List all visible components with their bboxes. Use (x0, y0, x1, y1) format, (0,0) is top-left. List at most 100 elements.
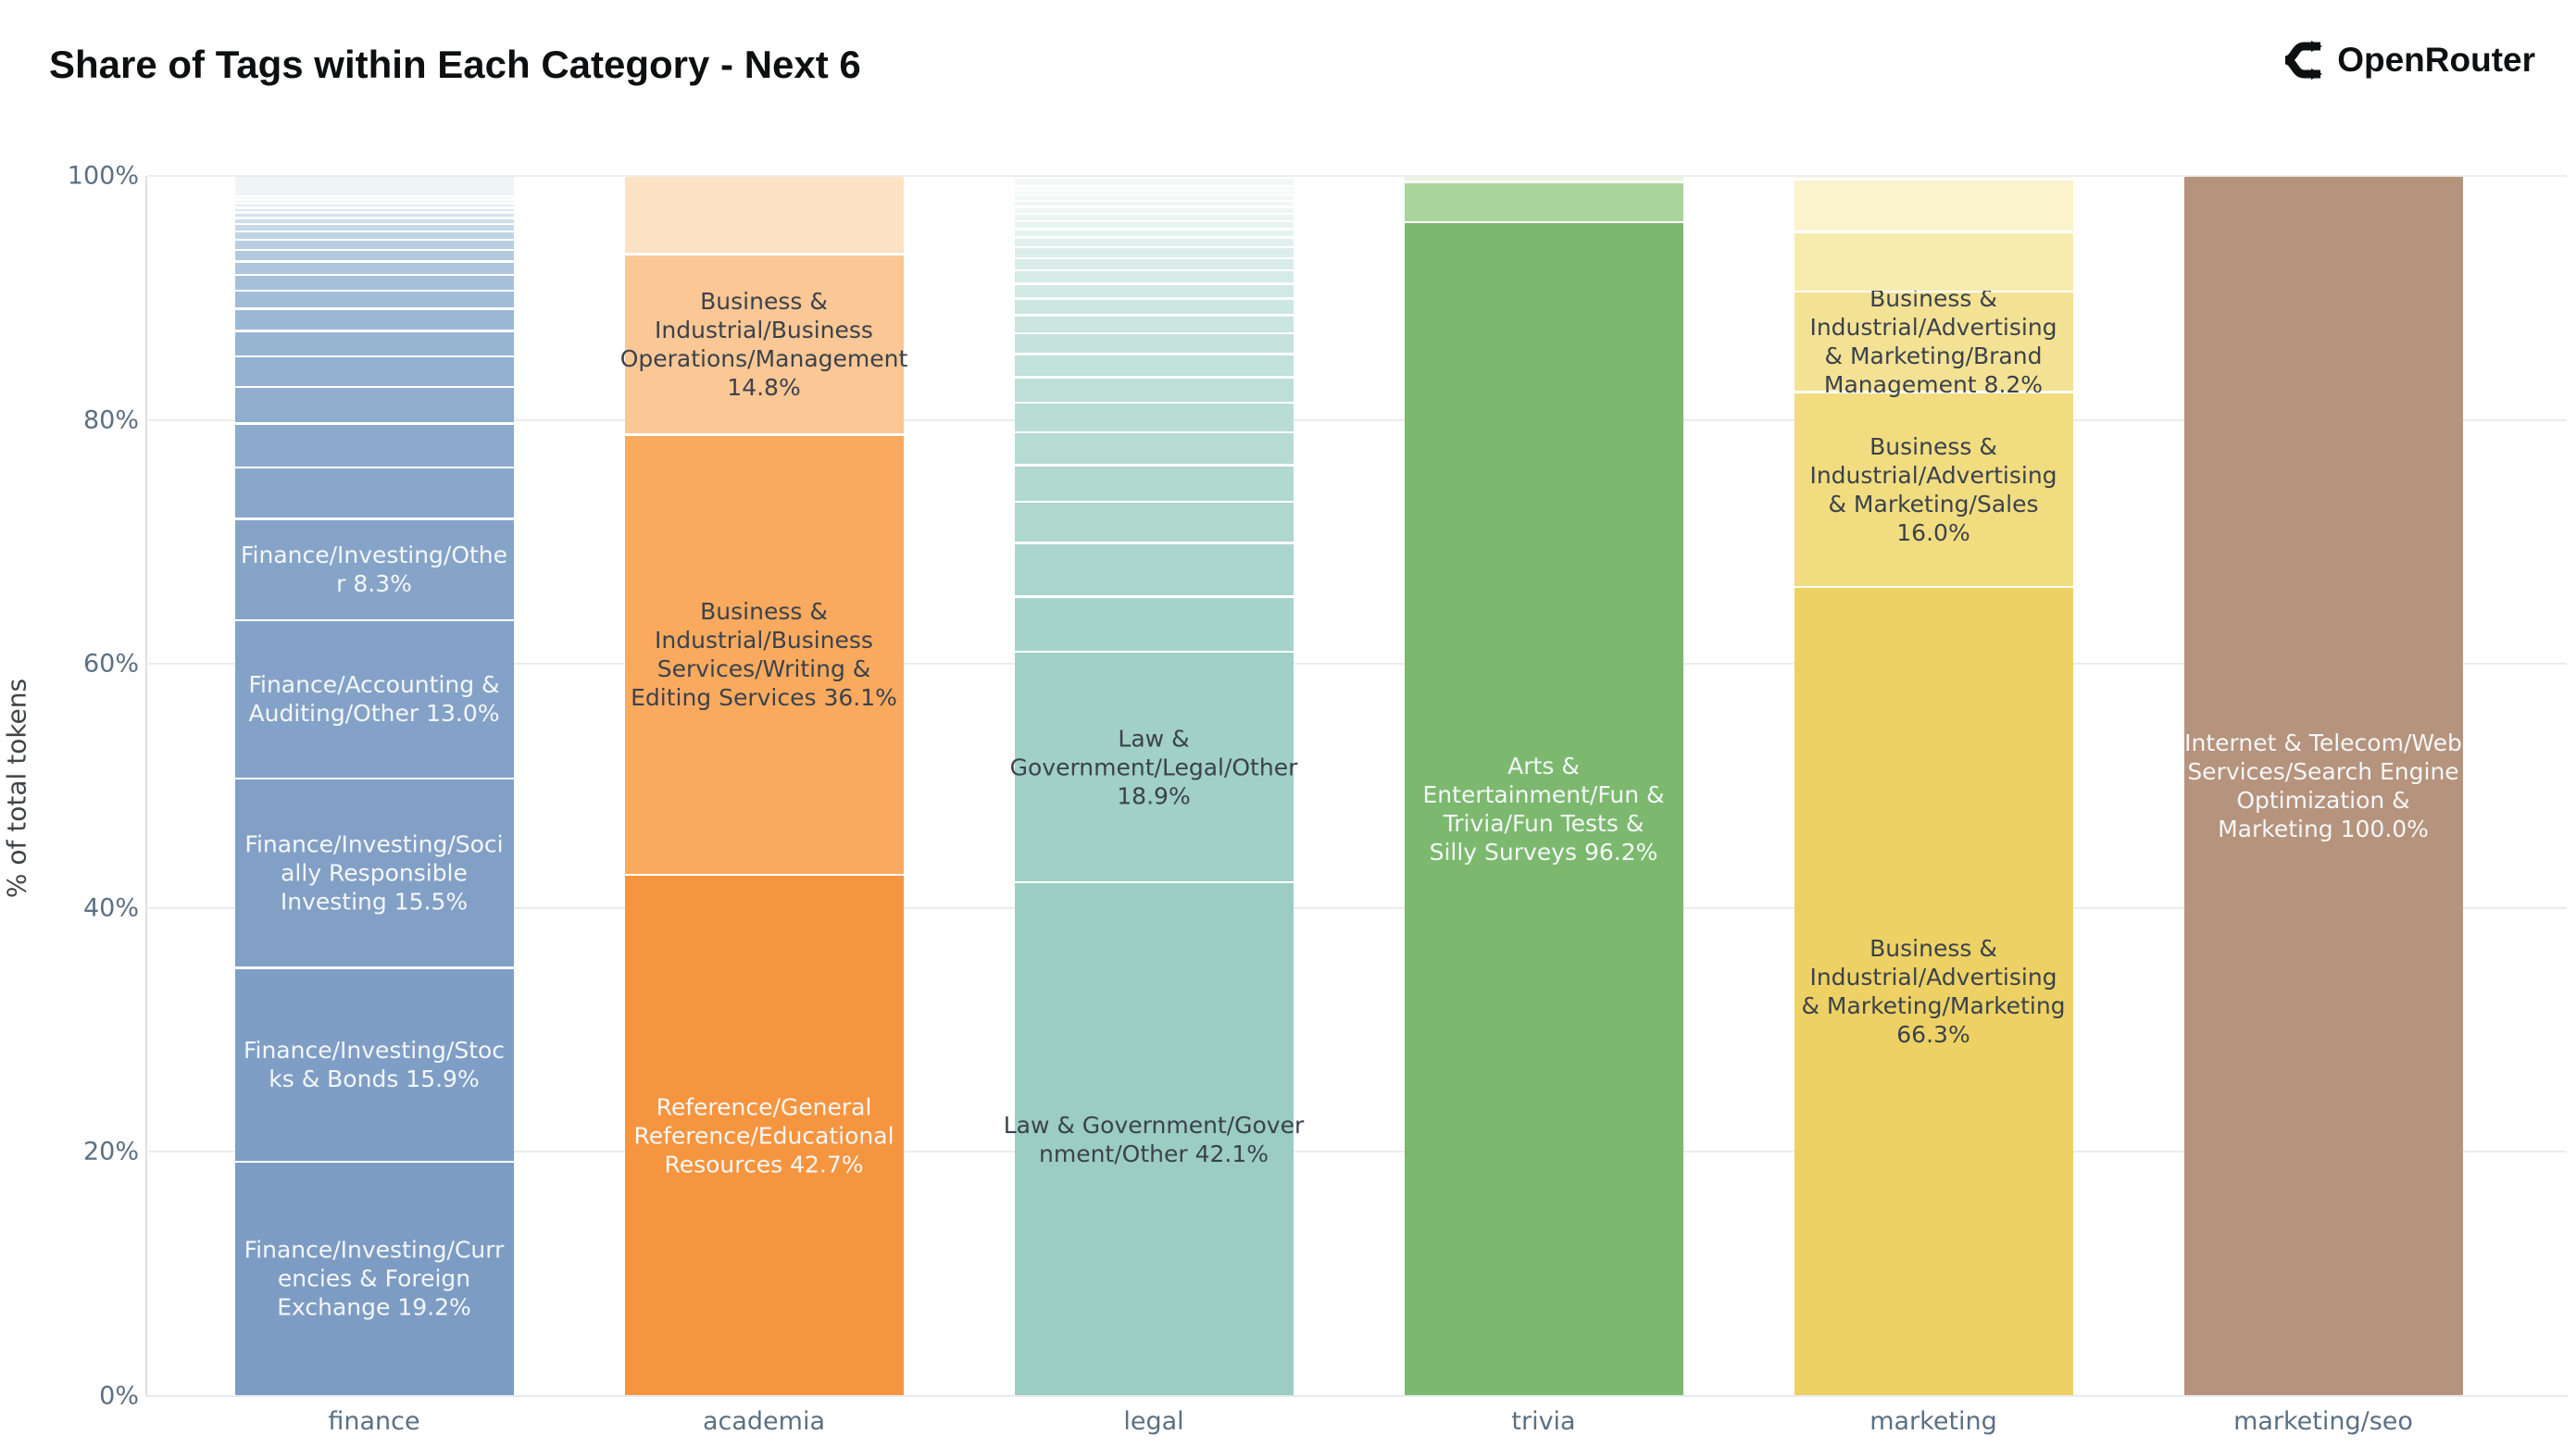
brand-logo: OpenRouter (2280, 41, 2535, 80)
bar-segment[interactable] (234, 292, 514, 308)
bar-finance[interactable]: Finance/Investing/Curr encies & Foreign Ex… (234, 176, 514, 1396)
bar-segment[interactable] (1014, 597, 1294, 651)
bar-segment[interactable] (234, 251, 514, 261)
bar-segment[interactable]: Finance/Accounting & Auditing/Other 13.0% (234, 621, 514, 778)
bar-segment[interactable] (234, 357, 514, 386)
bar-segment[interactable] (234, 204, 514, 207)
plot-area: Finance/Investing/Curr encies & Foreign Ex… (148, 175, 2567, 1396)
bar-academia[interactable]: Reference/General Reference/Educational Re… (620, 176, 907, 1396)
bar-segment[interactable] (1014, 238, 1294, 246)
bar-segment[interactable]: Finance/Investing/Othe r 8.3% (234, 519, 514, 619)
segment-label: Business & Industrial/Advertising & Market… (1809, 432, 2057, 546)
bar-segment[interactable]: Reference/General Reference/Educational Re… (624, 876, 904, 1395)
bar-segment[interactable]: Law & Government/Gover nment/Other 42.1% (1004, 883, 1304, 1395)
bar-segment[interactable] (624, 177, 904, 254)
segment-label: Business & Industrial/Advertising & Market… (1809, 285, 2057, 399)
bar-segment[interactable] (1794, 232, 2073, 291)
bar-segment[interactable] (1014, 543, 1294, 596)
bar-segment[interactable] (1014, 179, 1294, 185)
bar-segment[interactable]: Arts & Entertainment/Fun & Trivia/Fun Test… (1404, 223, 1683, 1395)
bar-segment[interactable] (234, 388, 514, 423)
bar-segment[interactable] (1014, 222, 1294, 229)
segment-label: Finance/Accounting & Auditing/Other 13.0% (248, 671, 500, 728)
y-tick-label: 100% (67, 161, 139, 191)
x-tick-label-legal: legal (1123, 1407, 1184, 1436)
bar-segment[interactable] (234, 276, 514, 290)
bar-segment[interactable] (1014, 334, 1294, 354)
bar-segment[interactable] (1014, 207, 1294, 213)
segment-label: Finance/Investing/Stoc ks & Bonds 15.9% (243, 1037, 506, 1093)
bar-segment[interactable] (1014, 196, 1294, 200)
x-tick-label-trivia: trivia (1511, 1407, 1576, 1436)
segment-label: Finance/Investing/Curr encies & Foreign Ex… (244, 1236, 505, 1321)
gridline-80% (148, 418, 2567, 421)
bar-segment[interactable] (1794, 181, 2073, 231)
y-axis-line (145, 176, 147, 1396)
x-tick-label-finance: finance (328, 1407, 420, 1436)
bar-segment[interactable] (1014, 248, 1294, 257)
bar-segment[interactable] (234, 200, 514, 203)
bar-marketing/seo[interactable]: Internet & Telecom/Web Services/Search En… (2183, 176, 2463, 1396)
bar-segment[interactable]: Finance/Investing/Stoc ks & Bonds 15.9% (234, 968, 514, 1161)
bar-segment[interactable] (234, 424, 514, 467)
bar-segment[interactable] (1014, 230, 1294, 237)
bar-segment[interactable] (234, 225, 514, 231)
gridline-60% (148, 663, 2567, 666)
bar-segment[interactable] (1014, 284, 1294, 298)
bar-segment[interactable] (234, 331, 514, 355)
bar-segment[interactable] (1014, 433, 1294, 465)
bar-segment[interactable] (1404, 182, 1683, 221)
bar-segment[interactable] (1014, 299, 1294, 315)
bar-segment[interactable] (234, 213, 514, 218)
bar-segment[interactable]: Business & Industrial/Advertising & Market… (1794, 285, 2073, 398)
x-tick-label-marketing/seo: marketing/seo (2233, 1407, 2413, 1436)
bar-segment[interactable] (1014, 202, 1294, 206)
bar-segment[interactable] (1014, 355, 1294, 377)
bar-segment[interactable] (1014, 215, 1294, 220)
bar-segment[interactable] (1014, 378, 1294, 402)
bar-segment[interactable] (234, 197, 514, 199)
openrouter-icon (2280, 41, 2323, 80)
bar-segment[interactable] (234, 262, 514, 274)
bar-segment[interactable]: Business & Industrial/Business Operations/… (620, 255, 907, 434)
bar-segment[interactable] (234, 208, 514, 212)
gridline-20% (148, 1151, 2567, 1153)
bar-segment[interactable] (234, 218, 514, 223)
bar-segment[interactable]: Business & Industrial/Advertising & Market… (1794, 588, 2073, 1395)
bar-marketing[interactable]: Business & Industrial/Advertising & Market… (1794, 176, 2073, 1396)
bar-segment[interactable] (1014, 503, 1294, 542)
bar-segment[interactable]: Finance/Investing/Curr encies & Foreign Ex… (234, 1163, 514, 1395)
y-axis-title: % of total tokens (1, 678, 32, 899)
bar-segment[interactable] (1404, 177, 1683, 181)
segment-label: Internet & Telecom/Web Services/Search En… (2184, 729, 2462, 842)
chart-title: Share of Tags within Each Category - Nex… (49, 43, 861, 86)
bar-segment[interactable]: Business & Industrial/Business Services/Wr… (624, 435, 904, 874)
bar-segment[interactable] (1014, 187, 1294, 190)
bar-segment[interactable] (234, 232, 514, 239)
bar-segment[interactable] (234, 468, 514, 518)
y-tick-label: 80% (82, 405, 139, 435)
bar-segment[interactable] (1014, 271, 1294, 283)
bar-segment[interactable] (234, 241, 514, 249)
bar-segment[interactable] (1014, 316, 1294, 332)
bar-segment[interactable] (1014, 259, 1294, 269)
bar-segment[interactable] (234, 309, 514, 330)
segment-label: Finance/Investing/Othe r 8.3% (240, 542, 508, 598)
segment-label: Business & Industrial/Business Operations/… (619, 287, 908, 401)
bar-legal[interactable]: Law & Government/Gover nment/Other 42.1% L… (1004, 176, 1304, 1396)
bar-segment[interactable] (234, 177, 514, 196)
bar-segment[interactable] (1794, 177, 2073, 179)
bar-segment[interactable] (1014, 192, 1294, 194)
bar-segment[interactable]: Business & Industrial/Advertising & Market… (1794, 393, 2073, 586)
bar-trivia[interactable]: Arts & Entertainment/Fun & Trivia/Fun Test… (1404, 176, 1683, 1396)
bar-segment[interactable]: Finance/Investing/Soci ally Responsible In… (234, 779, 514, 967)
x-axis-line (145, 1395, 2568, 1397)
y-tick-label: 0% (99, 1381, 139, 1411)
y-tick-label: 20% (82, 1137, 139, 1166)
segment-label: Law & Government/Legal/Other 18.9% (1009, 725, 1298, 810)
bar-segment[interactable] (1014, 404, 1294, 431)
segment-label: Finance/Investing/Soci ally Responsible In… (244, 830, 504, 916)
bar-segment[interactable] (1014, 466, 1294, 501)
bar-segment[interactable]: Law & Government/Legal/Other 18.9% (1010, 653, 1297, 881)
bar-segment[interactable]: Internet & Telecom/Web Services/Search En… (2183, 177, 2463, 1395)
